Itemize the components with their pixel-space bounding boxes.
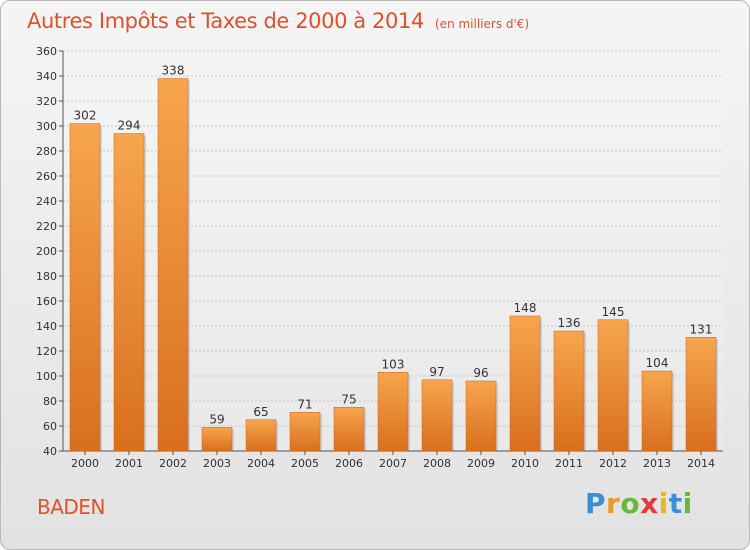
x-tick-label: 2012 <box>599 457 627 470</box>
bar <box>157 78 189 452</box>
data-label: 145 <box>602 305 625 319</box>
logo-letter: i <box>682 487 693 520</box>
chart-unit-label: (en milliers d'€) <box>435 17 530 31</box>
y-tick-label: 140 <box>36 320 57 333</box>
bar <box>289 412 321 452</box>
data-label: 148 <box>514 301 537 315</box>
x-tick-label: 2002 <box>159 457 187 470</box>
logo-letter: i <box>658 487 669 520</box>
bar <box>553 330 585 452</box>
y-tick-label: 280 <box>36 145 57 158</box>
bar <box>421 379 453 452</box>
data-label: 75 <box>341 392 356 406</box>
logo-letter: r <box>606 487 621 520</box>
bar <box>69 123 101 452</box>
bar <box>641 370 673 452</box>
data-label: 338 <box>162 64 185 78</box>
x-tick-label: 2004 <box>247 457 275 470</box>
data-label: 136 <box>558 316 581 330</box>
proxiti-logo: Proxiti <box>585 487 693 520</box>
x-tick-label: 2006 <box>335 457 363 470</box>
logo-letter: t <box>668 487 683 520</box>
y-tick-label: 240 <box>36 195 57 208</box>
bar <box>333 407 365 452</box>
bar <box>245 419 277 452</box>
y-tick-label: 180 <box>36 270 57 283</box>
x-tick-label: 2011 <box>555 457 583 470</box>
data-label: 104 <box>646 356 669 370</box>
x-tick-label: 2010 <box>511 457 539 470</box>
x-tick-label: 2001 <box>115 457 143 470</box>
y-tick-label: 120 <box>36 345 57 358</box>
location-label: BADEN <box>37 495 105 519</box>
data-label: 103 <box>382 357 405 371</box>
y-tick-label: 200 <box>36 245 57 258</box>
y-tick-label: 220 <box>36 220 57 233</box>
y-tick-label: 160 <box>36 295 57 308</box>
bar <box>465 380 497 452</box>
y-tick-label: 100 <box>36 370 57 383</box>
y-tick-label: 260 <box>36 170 57 183</box>
data-label: 131 <box>690 322 713 336</box>
data-label: 294 <box>118 119 141 133</box>
x-tick-label: 2009 <box>467 457 495 470</box>
logo-letter: x <box>640 487 659 520</box>
y-tick-label: 320 <box>36 95 57 108</box>
bar <box>509 315 541 452</box>
y-tick-label: 300 <box>36 120 57 133</box>
y-tick-label: 340 <box>36 70 57 83</box>
x-tick-label: 2000 <box>71 457 99 470</box>
chart-title-block: Autres Impôts et Taxes de 2000 à 2014 (e… <box>27 9 529 33</box>
x-tick-label: 2013 <box>643 457 671 470</box>
bar <box>113 133 145 452</box>
data-label: 59 <box>209 412 224 426</box>
x-tick-label: 2008 <box>423 457 451 470</box>
x-tick-label: 2005 <box>291 457 319 470</box>
data-label: 302 <box>74 109 97 123</box>
x-tick-label: 2007 <box>379 457 407 470</box>
y-tick-label: 60 <box>43 420 57 433</box>
chart-title: Autres Impôts et Taxes de 2000 à 2014 <box>27 9 424 33</box>
y-tick-label: 360 <box>36 45 57 58</box>
x-tick-label: 2014 <box>687 457 715 470</box>
data-label: 65 <box>253 405 268 419</box>
data-label: 71 <box>297 397 312 411</box>
x-tick-label: 2003 <box>203 457 231 470</box>
logo-letter: o <box>620 487 641 520</box>
data-label: 97 <box>429 365 444 379</box>
bar <box>685 337 717 452</box>
logo-letter: P <box>585 487 607 520</box>
bar <box>597 319 629 452</box>
data-label: 96 <box>473 366 488 380</box>
y-tick-label: 40 <box>43 445 57 458</box>
bar <box>377 372 409 452</box>
y-tick-label: 80 <box>43 395 57 408</box>
bar <box>201 427 233 452</box>
